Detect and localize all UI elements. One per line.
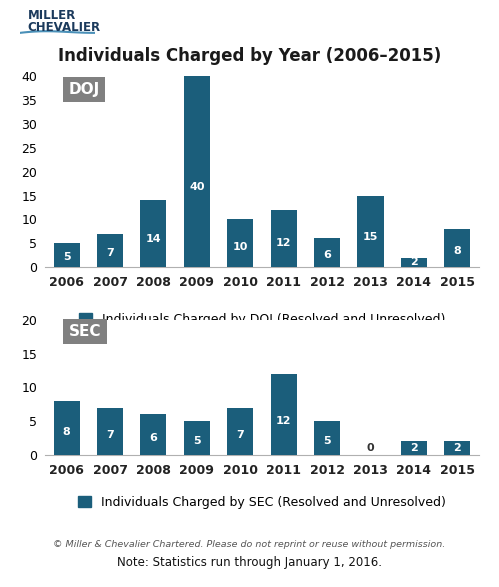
Bar: [401, 258, 427, 267]
Bar: [401, 441, 427, 455]
Bar: [97, 407, 123, 455]
Bar: [140, 414, 167, 455]
Text: 2: 2: [410, 257, 418, 267]
Bar: [97, 234, 123, 267]
Text: 12: 12: [276, 416, 291, 426]
Bar: [270, 210, 297, 267]
Text: 2: 2: [454, 443, 461, 453]
Text: © Miller & Chevalier Chartered. Please do not reprint or reuse without permissio: © Miller & Chevalier Chartered. Please d…: [53, 540, 446, 549]
Legend: Individuals Charged by DOJ (Resolved and Unresolved): Individuals Charged by DOJ (Resolved and…: [74, 308, 450, 330]
Bar: [53, 243, 80, 267]
Bar: [444, 229, 471, 267]
Bar: [227, 407, 253, 455]
Bar: [227, 220, 253, 267]
Bar: [444, 441, 471, 455]
Bar: [53, 401, 80, 455]
Text: 12: 12: [276, 238, 291, 248]
Bar: [140, 200, 167, 267]
Bar: [270, 374, 297, 455]
Legend: Individuals Charged by SEC (Resolved and Unresolved): Individuals Charged by SEC (Resolved and…: [73, 491, 451, 514]
Text: MILLER: MILLER: [27, 9, 76, 22]
Text: 0: 0: [367, 443, 374, 453]
Text: 8: 8: [63, 427, 70, 437]
Text: DOJ: DOJ: [69, 82, 100, 97]
Text: 5: 5: [193, 436, 201, 446]
Text: 7: 7: [106, 430, 114, 440]
Text: Individuals Charged by Year (2006–2015): Individuals Charged by Year (2006–2015): [58, 47, 441, 65]
Text: 40: 40: [189, 182, 205, 192]
Bar: [314, 238, 340, 267]
Bar: [314, 421, 340, 455]
Bar: [184, 421, 210, 455]
Bar: [184, 76, 210, 267]
Text: 5: 5: [323, 436, 331, 446]
Text: 7: 7: [237, 430, 244, 440]
Text: 6: 6: [323, 250, 331, 260]
Text: 5: 5: [63, 252, 70, 262]
Bar: [357, 195, 384, 267]
Text: 2: 2: [410, 443, 418, 453]
Text: 8: 8: [454, 246, 461, 256]
Text: Note: Statistics run through January 1, 2016.: Note: Statistics run through January 1, …: [117, 556, 382, 569]
Text: 14: 14: [146, 234, 161, 244]
Text: SEC: SEC: [69, 324, 101, 339]
Text: 15: 15: [363, 232, 378, 242]
Text: 6: 6: [150, 433, 157, 443]
Text: 10: 10: [233, 242, 248, 252]
Text: CHEVALIER: CHEVALIER: [27, 21, 101, 33]
Text: 7: 7: [106, 248, 114, 258]
